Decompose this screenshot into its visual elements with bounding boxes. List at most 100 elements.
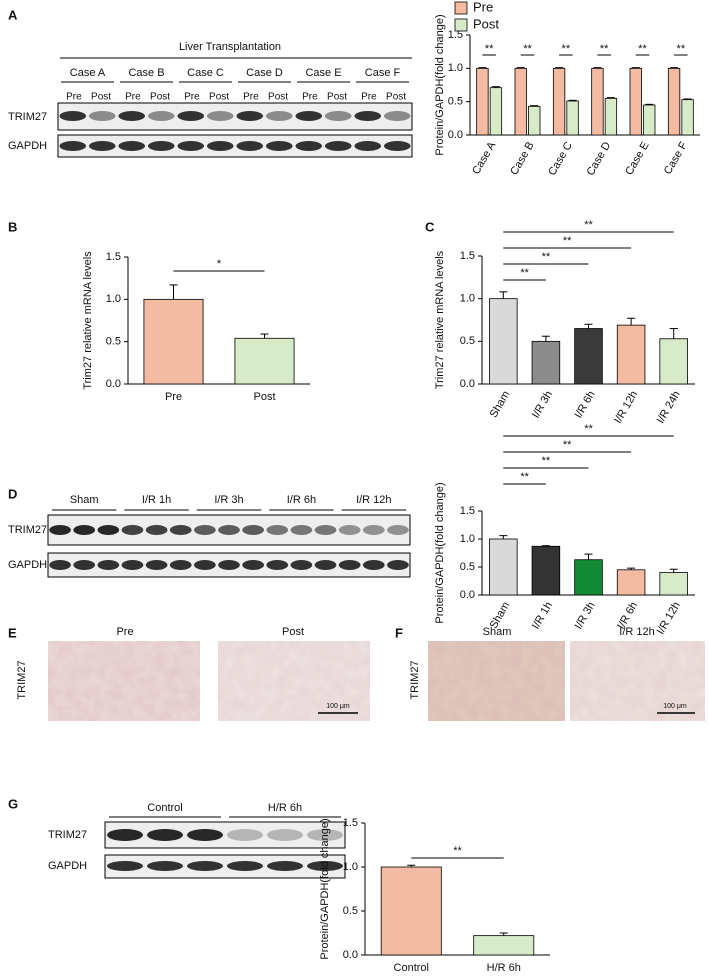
row-label: TRIM27: [8, 524, 47, 536]
band: [338, 560, 361, 570]
panel-letter: D: [8, 486, 17, 501]
case-label: Case E: [305, 67, 341, 79]
image-label: TRIM27: [409, 660, 421, 699]
band: [307, 829, 343, 841]
image-label: TRIM27: [16, 660, 28, 699]
bar: [643, 104, 656, 136]
x-tick-label: Case F: [662, 140, 690, 177]
bar: [667, 67, 681, 136]
band: [73, 560, 96, 570]
significance-label: *: [217, 258, 222, 270]
band: [118, 141, 146, 151]
band: [307, 861, 343, 871]
micrograph-texture: [570, 641, 705, 721]
band: [265, 141, 293, 151]
micrograph-texture: [48, 641, 200, 721]
y-tick-label: 1.5: [106, 251, 121, 263]
micrograph-texture: [218, 641, 370, 721]
lane-label: Post: [327, 92, 347, 103]
band: [266, 525, 289, 535]
band: [236, 141, 264, 151]
band: [354, 141, 382, 151]
legend-label: Post: [473, 16, 499, 31]
y-tick-label: 0.0: [343, 949, 358, 961]
band: [290, 525, 313, 535]
band: [194, 560, 216, 570]
lane-label: Pre: [302, 92, 318, 103]
y-tick-label: 0.0: [106, 378, 121, 390]
micrograph-texture: [428, 641, 565, 721]
band: [107, 829, 143, 841]
y-tick-label: 0.5: [106, 336, 121, 348]
bar: [616, 569, 646, 596]
x-tick-label: Case A: [470, 139, 498, 176]
image-title: Sham: [483, 626, 512, 638]
significance-label: **: [638, 43, 647, 55]
case-label: Case B: [128, 67, 164, 79]
bar: [531, 340, 561, 385]
band: [147, 861, 183, 871]
row-label: GAPDH: [8, 140, 47, 152]
group-label: I/R 12h: [356, 494, 391, 506]
band: [314, 560, 337, 570]
band: [147, 141, 175, 151]
band: [169, 525, 192, 535]
y-tick-label: 1.5: [448, 29, 463, 41]
row-label: GAPDH: [8, 559, 47, 571]
legend-swatch: [454, 18, 468, 32]
legend-label: Pre: [473, 0, 493, 14]
y-tick-label: 0.0: [448, 129, 463, 141]
scale-label: 100 μm: [663, 703, 687, 710]
x-tick-label: H/R 6h: [487, 962, 521, 974]
bar: [476, 67, 489, 136]
band: [73, 525, 96, 535]
blot: [104, 854, 346, 879]
band: [147, 111, 175, 121]
significance-label: **: [677, 43, 686, 55]
x-tick-label: I/R 24h: [655, 389, 683, 426]
band: [97, 525, 120, 535]
band: [107, 861, 143, 871]
band: [145, 560, 168, 570]
y-tick-label: 1.0: [343, 861, 358, 873]
band: [121, 525, 144, 535]
group-label: I/R 6h: [287, 494, 316, 506]
band: [314, 525, 337, 535]
y-axis-title: Trim27 relative mRNA levels: [434, 250, 446, 389]
band: [147, 829, 183, 841]
blot: [57, 102, 413, 131]
significance-label: **: [520, 267, 529, 279]
band: [88, 141, 116, 151]
band: [49, 560, 71, 570]
y-axis-title: Protein/GAPDH(fold change): [434, 14, 446, 155]
bar: [489, 298, 518, 385]
band: [177, 141, 205, 151]
y-tick-label: 0.5: [460, 335, 475, 347]
x-tick-label: I/R 1h: [530, 600, 555, 631]
band: [387, 560, 409, 570]
band: [267, 829, 303, 841]
y-axis-title: Protein/GAPDH(fold change): [434, 482, 446, 623]
band: [97, 560, 120, 570]
band: [206, 111, 234, 121]
band: [242, 525, 264, 535]
x-tick-label: Control: [394, 962, 429, 974]
row-label: GAPDH: [48, 860, 87, 872]
panel-letter: E: [8, 625, 17, 640]
x-tick-label: I/R 12h: [655, 600, 683, 637]
y-tick-label: 0.0: [460, 378, 475, 390]
case-label: Case A: [70, 67, 106, 79]
row-label: TRIM27: [8, 111, 47, 123]
y-tick-label: 0.5: [448, 96, 463, 108]
significance-label: **: [542, 455, 551, 467]
bar: [552, 67, 566, 136]
bar: [616, 324, 646, 385]
bar: [143, 298, 204, 385]
lane-label: Pre: [184, 92, 200, 103]
lane-label: Post: [386, 92, 406, 103]
bar: [380, 866, 442, 956]
band: [387, 525, 409, 535]
band: [227, 861, 263, 871]
x-tick-label: Pre: [165, 391, 182, 403]
